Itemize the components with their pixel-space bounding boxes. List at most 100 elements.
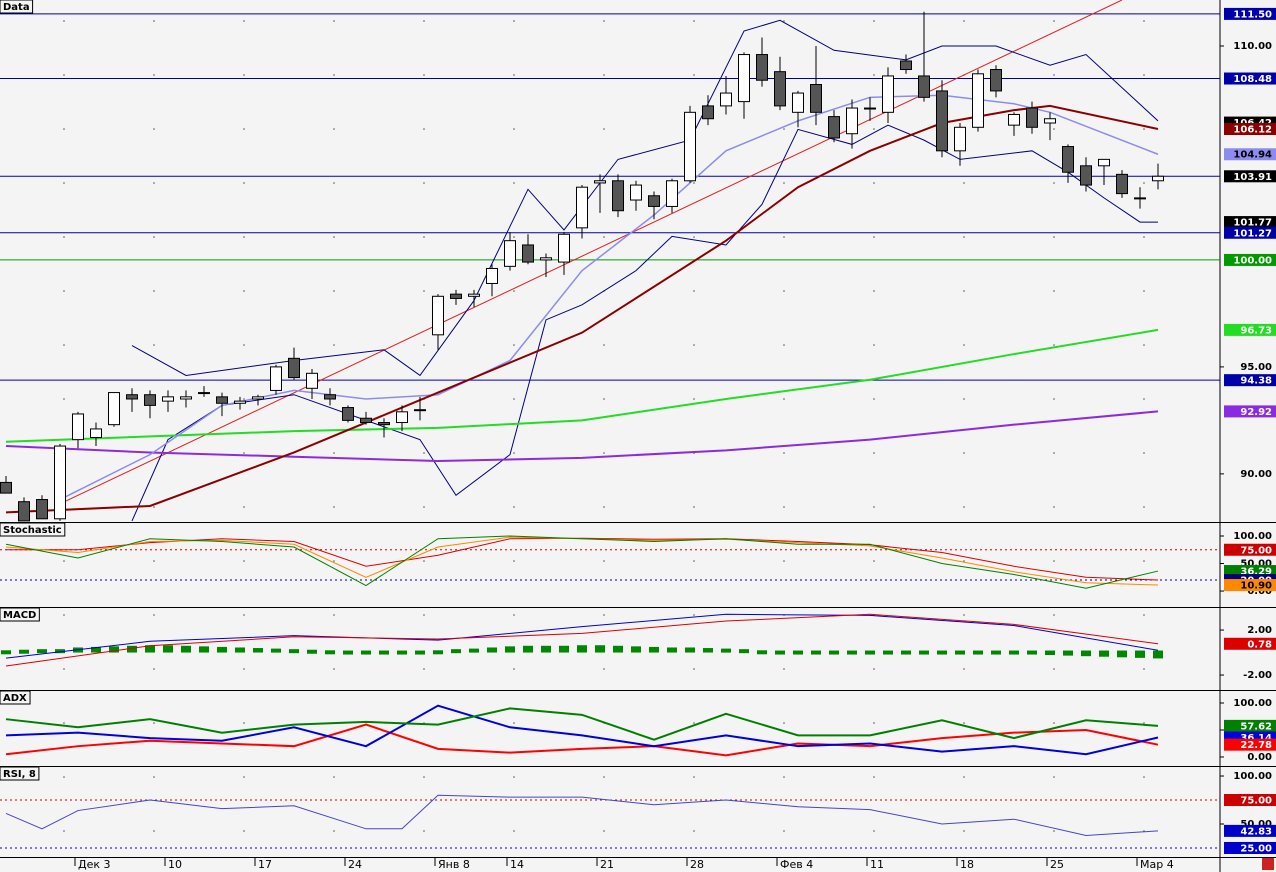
candle-body [216, 396, 228, 404]
price-label: 106.12 [1233, 125, 1272, 136]
price-label: 101.27 [1233, 228, 1272, 239]
histogram-bar [757, 650, 767, 655]
price-label: 101.77 [1233, 218, 1272, 229]
histogram-bar [937, 650, 947, 655]
panel-title: MACD [3, 610, 36, 621]
histogram-bar [469, 648, 479, 653]
histogram-bar [595, 645, 605, 653]
candle-body [36, 499, 48, 520]
candle-body [864, 107, 876, 110]
x-tick-label: Мар 4 [1140, 858, 1174, 871]
price-label: 25.00 [1240, 843, 1272, 854]
corner-icon[interactable] [1262, 858, 1274, 870]
histogram-bar [505, 646, 515, 653]
candle-body [882, 75, 894, 113]
panel-title: RSI, 8 [3, 769, 36, 780]
price-label: 92.92 [1240, 407, 1272, 418]
candle-body [432, 295, 444, 336]
histogram-bar [253, 648, 263, 653]
candle-body [180, 396, 192, 400]
histogram-bar [1027, 650, 1037, 655]
price-label-box [1224, 216, 1276, 229]
candle-body [630, 184, 642, 201]
histogram-bar [307, 649, 317, 654]
panel [5, 704, 1159, 757]
y-tick-label: 100.00 [1233, 698, 1272, 709]
y-tick-label: 2.00 [1247, 625, 1272, 636]
panel [0, 535, 1220, 589]
histogram-bar [847, 650, 857, 655]
histogram-bar [1117, 650, 1127, 658]
histogram-bar [361, 650, 371, 655]
histogram-bar [181, 645, 191, 653]
x-tick-label: 14 [510, 858, 524, 871]
x-tick-label: 25 [1050, 858, 1064, 871]
histogram-bar [91, 646, 101, 653]
panel-title: ADX [3, 693, 27, 704]
histogram-bar [55, 649, 65, 654]
price-label-box [1224, 253, 1276, 266]
candle-body [828, 116, 840, 139]
price-label: 75.00 [1240, 796, 1272, 807]
panel-title: Stochastic [3, 525, 62, 536]
candle-body [954, 126, 966, 152]
histogram-bar [865, 650, 875, 655]
candle-body [234, 400, 246, 404]
histogram-bar [919, 650, 929, 655]
histogram-bar [721, 648, 731, 653]
price-label: 100.00 [1233, 255, 1272, 266]
histogram-bar [163, 645, 173, 653]
candle-body [414, 409, 426, 412]
candle-body [270, 366, 282, 391]
indicator-line [5, 704, 1159, 756]
histogram-bar [397, 650, 407, 655]
x-tick-label: 17 [258, 858, 272, 871]
histogram-bar [289, 649, 299, 654]
candle-body [684, 111, 696, 182]
price-axis: 90.0095.00110.00111.50108.48106.42106.12… [1220, 7, 1276, 480]
x-tick-label: 21 [600, 858, 614, 871]
indicator-line [5, 535, 1159, 589]
candle-body [1062, 146, 1074, 173]
indicator-line [59, 0, 1123, 505]
y-tick-label: 95.00 [1240, 362, 1272, 373]
price-label: 75.00 [1240, 545, 1272, 556]
price-label-box [1224, 226, 1276, 239]
candle-body [18, 501, 30, 522]
panel-title-box [0, 766, 40, 781]
price-label-box [1224, 72, 1276, 85]
x-tick-label: Фев 4 [780, 858, 813, 871]
price-label-box [1224, 719, 1276, 732]
y-tick-label: 110.00 [1233, 41, 1272, 52]
candle-body [504, 240, 516, 267]
candle-body [54, 445, 66, 520]
candle-body [144, 394, 156, 406]
histogram-bar [37, 649, 47, 654]
candle-body [1152, 175, 1164, 182]
price-label: 103.91 [1233, 172, 1272, 183]
histogram-bar [1, 650, 11, 655]
candle-body [846, 107, 858, 135]
panel-title-box [0, 690, 31, 705]
price-label: 22.78 [1240, 740, 1272, 751]
panel-title-box [0, 522, 66, 537]
histogram-bar [1099, 650, 1109, 657]
candle-body [702, 105, 714, 120]
indicator-line [6, 537, 1159, 581]
price-label-box [1224, 148, 1276, 161]
histogram-bar [739, 649, 749, 654]
candle-body [1134, 197, 1146, 200]
histogram-bar [127, 645, 137, 653]
histogram-bar [1009, 650, 1019, 655]
indicator-line [5, 104, 1159, 514]
histogram-bar [613, 645, 623, 653]
histogram-bar [685, 647, 695, 653]
histogram-bar [379, 650, 389, 655]
candle-body [1044, 118, 1056, 124]
candle-body [1116, 173, 1128, 195]
price-label-box [1224, 579, 1276, 592]
y-tick-label: 0.00 [1247, 586, 1272, 597]
panel-title-box [0, 0, 34, 14]
candle-body [792, 92, 804, 113]
